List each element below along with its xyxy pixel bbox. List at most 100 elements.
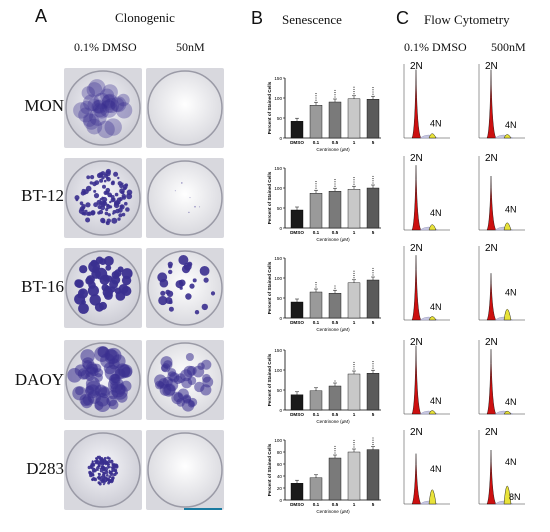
bar-dmso [290,394,304,411]
bar-0.1 [309,390,323,411]
bar-0.5 [328,292,342,319]
significance-mark [372,89,374,91]
significance-mark [372,363,374,365]
bar-dmso [290,209,304,229]
colony [106,474,109,477]
panel-c-col1-header: 0.1% DMSO [404,40,467,54]
significance-mark [334,185,336,187]
peak-4n [428,133,437,139]
y-tick-label: 20 [277,486,283,491]
bar-5 [366,373,380,411]
colony [83,94,100,111]
significance-mark [353,439,355,441]
colony [115,291,126,301]
label-4n: 4N [430,208,442,218]
colony [89,294,101,306]
colony [105,221,109,224]
peak-4n [503,410,512,415]
y-tick-label: 0 [279,136,282,141]
bar-1 [347,282,361,319]
colony [187,261,193,267]
panel-c-letter: C [396,8,409,28]
colony [93,460,96,462]
significance-mark [334,452,336,454]
x-tick-label: 0.1 [313,502,320,507]
colony [194,310,200,315]
peak-4n [503,134,512,139]
colony [99,275,110,285]
colony [117,181,123,186]
y-tick-label: 0 [279,226,282,231]
colony [116,391,128,403]
colony [186,365,197,376]
colony [106,465,109,467]
colony [113,171,119,177]
y-axis-label: Percent of Stained Cells [267,81,272,134]
significance-mark [334,183,336,185]
colony [120,205,124,209]
y-axis-label: Percent of Stained Cells [267,171,272,224]
colony [104,470,109,475]
colony [126,189,133,196]
peak-2n [486,349,497,415]
colony [110,181,115,186]
colony [106,463,110,466]
colony [105,476,108,480]
colony [99,469,104,473]
colony [108,461,111,464]
significance-mark [315,95,317,97]
colony [178,280,183,284]
colony [101,465,106,470]
significance-mark [353,361,355,363]
colony [95,457,98,460]
colony [185,353,194,361]
significance-mark [353,368,355,370]
label-4n: 4N [505,205,517,215]
y-tick-label: 80 [277,450,283,455]
colony [102,84,118,100]
significance-mark [372,175,374,177]
colony [97,211,101,215]
significance-mark [315,97,317,99]
colony [111,477,114,480]
colony [114,200,120,206]
colony [97,120,115,139]
colony [73,102,90,119]
colony [108,475,112,479]
significance-mark [315,185,317,187]
colony [101,196,104,200]
bar-dmso [290,483,304,501]
significance-mark [334,450,336,452]
significance-mark [334,96,336,98]
colony [125,207,130,212]
colony [194,205,196,208]
colony [92,266,100,273]
colony [99,301,107,310]
bar-5 [366,99,380,139]
colony [93,477,97,480]
significance-mark [353,179,355,181]
bar-0.5 [328,190,342,229]
label-2n: 2N [485,61,498,72]
colony [189,283,195,289]
significance-mark [315,99,317,101]
significance-mark [372,93,374,95]
x-tick-label: 1 [353,502,356,507]
x-tick-label: DMSO [290,412,304,417]
significance-mark [334,285,336,287]
colony [85,384,100,399]
significance-mark [372,361,374,363]
significance-mark [372,180,374,182]
row-label-daoy: DAOY [14,370,64,389]
colony [91,460,94,463]
significance-mark [315,183,317,185]
significance-mark [372,91,374,93]
colony [162,376,173,387]
colony [100,202,106,207]
label-4n: 4N [505,287,517,297]
colony [93,189,97,193]
y-tick-label: 150 [274,76,282,81]
y-tick-label: 150 [274,256,282,261]
